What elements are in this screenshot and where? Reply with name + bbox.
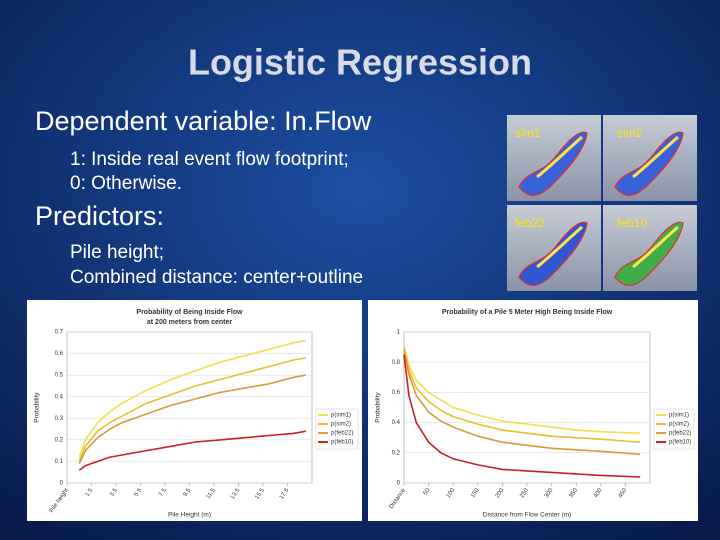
series-line — [403, 346, 641, 443]
y-tick-label: 0.5 — [55, 373, 64, 379]
series-line — [78, 357, 307, 462]
chart-title: Probability of a Pile 5 Meter High Being… — [442, 309, 613, 316]
x-axis-label: Distance from Flow Center (m) — [483, 512, 572, 519]
y-tick-label: 0.2 — [392, 450, 401, 456]
flow-core — [536, 135, 583, 179]
y-tick-label: 0.6 — [55, 351, 64, 357]
legend-label: p(sim1) — [669, 413, 689, 419]
thumbnail-label: sim1 — [515, 126, 541, 140]
x-tick-label: 17.5 — [279, 487, 291, 501]
plot-area — [403, 331, 651, 484]
y-tick-label: 0.4 — [392, 420, 401, 426]
chart-title: Probability of Being Inside Flow — [136, 309, 243, 316]
y-tick-label: 0 — [397, 481, 401, 487]
x-tick-label: 1.5 — [85, 487, 95, 498]
legend-label: p(feb22) — [669, 431, 691, 437]
x-tick-label: 400 — [593, 487, 604, 499]
x-tick-label: 5.5 — [134, 487, 144, 498]
flow-core — [632, 135, 679, 179]
y-tick-label: 1 — [397, 330, 401, 336]
x-tick-label: 100 — [445, 487, 456, 499]
y-tick-label: 0.8 — [392, 360, 401, 366]
thumbnail: sim1 — [507, 115, 601, 201]
legend-label: p(sim2) — [669, 422, 689, 428]
y-tick-label: 0.1 — [55, 459, 64, 465]
y-axis-label: Probability — [34, 392, 41, 423]
bullet-line: 1: Inside real event flow footprint; — [70, 149, 349, 170]
flow-core — [536, 225, 583, 269]
chart: Probability of Being Inside Flow at 200 m… — [27, 300, 362, 521]
thumbnail: sim2 — [603, 115, 697, 201]
thumbnail-label: feb10 — [617, 216, 647, 230]
bullet-heading: Dependent variable: In.Flow — [35, 106, 372, 136]
slide-title: Logistic Regression — [188, 42, 532, 83]
x-tick-label: 11.5 — [206, 487, 218, 500]
series-line — [403, 346, 641, 434]
bullet-line: 0: Otherwise. — [70, 173, 182, 194]
legend-label: p(feb22) — [331, 431, 353, 437]
x-tick-label: 7.5 — [158, 487, 168, 498]
x-tick-label: 9.5 — [183, 487, 193, 498]
x-tick-label: 50 — [423, 487, 432, 496]
x-tick-label: 200 — [495, 487, 506, 499]
series-line — [403, 354, 641, 478]
y-tick-label: 0.3 — [55, 416, 64, 422]
y-tick-label: 0 — [60, 481, 64, 487]
thumbnail: feb22 — [507, 205, 601, 291]
x-tick-label: 3.5 — [109, 487, 119, 498]
x-tick-label: 450 — [618, 487, 629, 499]
chart: Probability of a Pile 5 Meter High Being… — [368, 300, 698, 521]
y-tick-label: 0.6 — [392, 390, 401, 396]
bullet-line: Combined distance: center+outline — [70, 267, 363, 288]
x-tick-label: 13.5 — [230, 487, 242, 501]
series-line — [403, 349, 641, 456]
x-tick-label: 250 — [519, 487, 530, 499]
flow-core — [632, 225, 679, 269]
x-tick-label: 150 — [470, 487, 481, 499]
legend-label: p(sim1) — [331, 413, 351, 419]
thumbnail: feb10 — [603, 205, 697, 291]
legend-label: p(feb10) — [331, 440, 353, 446]
y-tick-label: 0.7 — [55, 330, 64, 336]
bullet-heading: Predictors: — [35, 201, 164, 231]
thumbnail-label: feb22 — [515, 216, 545, 230]
chart-subtitle: at 200 meters from center — [147, 319, 232, 326]
series-line — [78, 430, 307, 471]
x-tick-label: 300 — [544, 487, 555, 499]
bullet-line: Pile height; — [70, 242, 164, 263]
series-line — [78, 339, 307, 458]
y-axis-label: Probability — [375, 392, 382, 423]
series-line — [78, 374, 307, 464]
y-tick-label: 0.4 — [55, 394, 64, 400]
legend-label: p(sim2) — [331, 422, 351, 428]
x-tick-label: 350 — [568, 487, 579, 499]
y-tick-label: 0.2 — [55, 437, 64, 443]
plot-area — [66, 331, 313, 484]
x-axis-label: Pile Height (m) — [168, 512, 211, 519]
thumbnail-label: sim2 — [617, 126, 643, 140]
legend-label: p(feb10) — [669, 440, 691, 446]
x-tick-label: 15.5 — [254, 487, 266, 501]
